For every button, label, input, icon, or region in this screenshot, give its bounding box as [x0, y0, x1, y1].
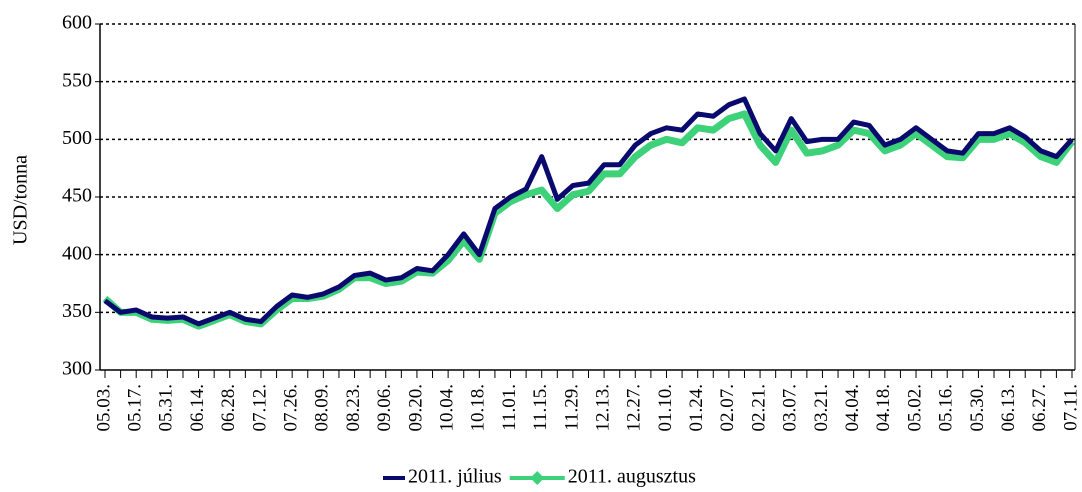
- x-tick-label: 08.23.: [343, 384, 364, 432]
- x-tick-label: 10.04.: [436, 384, 457, 432]
- legend-label: 2011. július: [408, 466, 502, 488]
- y-tick-label: 500: [62, 127, 92, 149]
- x-tick-label: 11.01.: [499, 384, 520, 431]
- x-tick-label: 01.24.: [686, 384, 707, 432]
- x-tick-label: 12.13.: [592, 384, 613, 432]
- y-tick-label: 550: [62, 69, 92, 91]
- x-tick-label: 01.10.: [655, 384, 676, 432]
- y-tick-label: 400: [62, 242, 92, 264]
- x-tick-label: 05.16.: [936, 384, 957, 432]
- x-tick-label: 05.02.: [904, 384, 925, 432]
- x-tick-label: 02.07.: [717, 384, 738, 432]
- x-tick-label: 10.18.: [468, 384, 489, 432]
- x-tick-label: 08.09.: [312, 384, 333, 432]
- x-tick-label: 05.17.: [125, 384, 146, 432]
- legend-marker: [530, 471, 545, 485]
- x-tick-label: 09.06.: [374, 384, 395, 432]
- x-tick-label: 05.31.: [156, 384, 177, 432]
- x-tick-label: 11.29.: [561, 384, 582, 431]
- legend-label: 2011. augusztus: [568, 466, 696, 488]
- x-tick-label: 07.26.: [281, 384, 302, 432]
- x-tick-label: 03.07.: [780, 384, 801, 432]
- x-tick-label: 06.27.: [1029, 384, 1050, 432]
- y-tick-label: 600: [62, 12, 92, 34]
- x-tick-label: 06.14.: [187, 384, 208, 432]
- series-line: [103, 96, 1074, 327]
- x-tick-label: 07.11.: [1060, 384, 1081, 431]
- x-tick-label: 06.13.: [998, 384, 1019, 432]
- x-tick-label: 07.12.: [249, 384, 270, 432]
- x-tick-label: 04.18.: [873, 384, 894, 432]
- x-tick-label: 11.15.: [530, 384, 551, 431]
- x-tick-label: 04.04.: [842, 384, 863, 432]
- x-tick-label: 03.21.: [811, 384, 832, 432]
- x-tick-label: 05.30.: [967, 384, 988, 432]
- series-line: [102, 110, 1075, 330]
- x-tick-label: 09.20.: [405, 384, 426, 432]
- x-tick-label: 12.27.: [624, 384, 645, 432]
- y-axis-label: USD/tonna: [10, 155, 32, 245]
- y-tick-label: 350: [62, 300, 92, 322]
- x-tick-label: 06.28.: [218, 384, 239, 432]
- x-tick-label: 02.21.: [748, 384, 769, 432]
- y-tick-label: 450: [62, 185, 92, 207]
- y-tick-label: 300: [62, 358, 92, 380]
- x-tick-label: 05.03.: [93, 384, 114, 432]
